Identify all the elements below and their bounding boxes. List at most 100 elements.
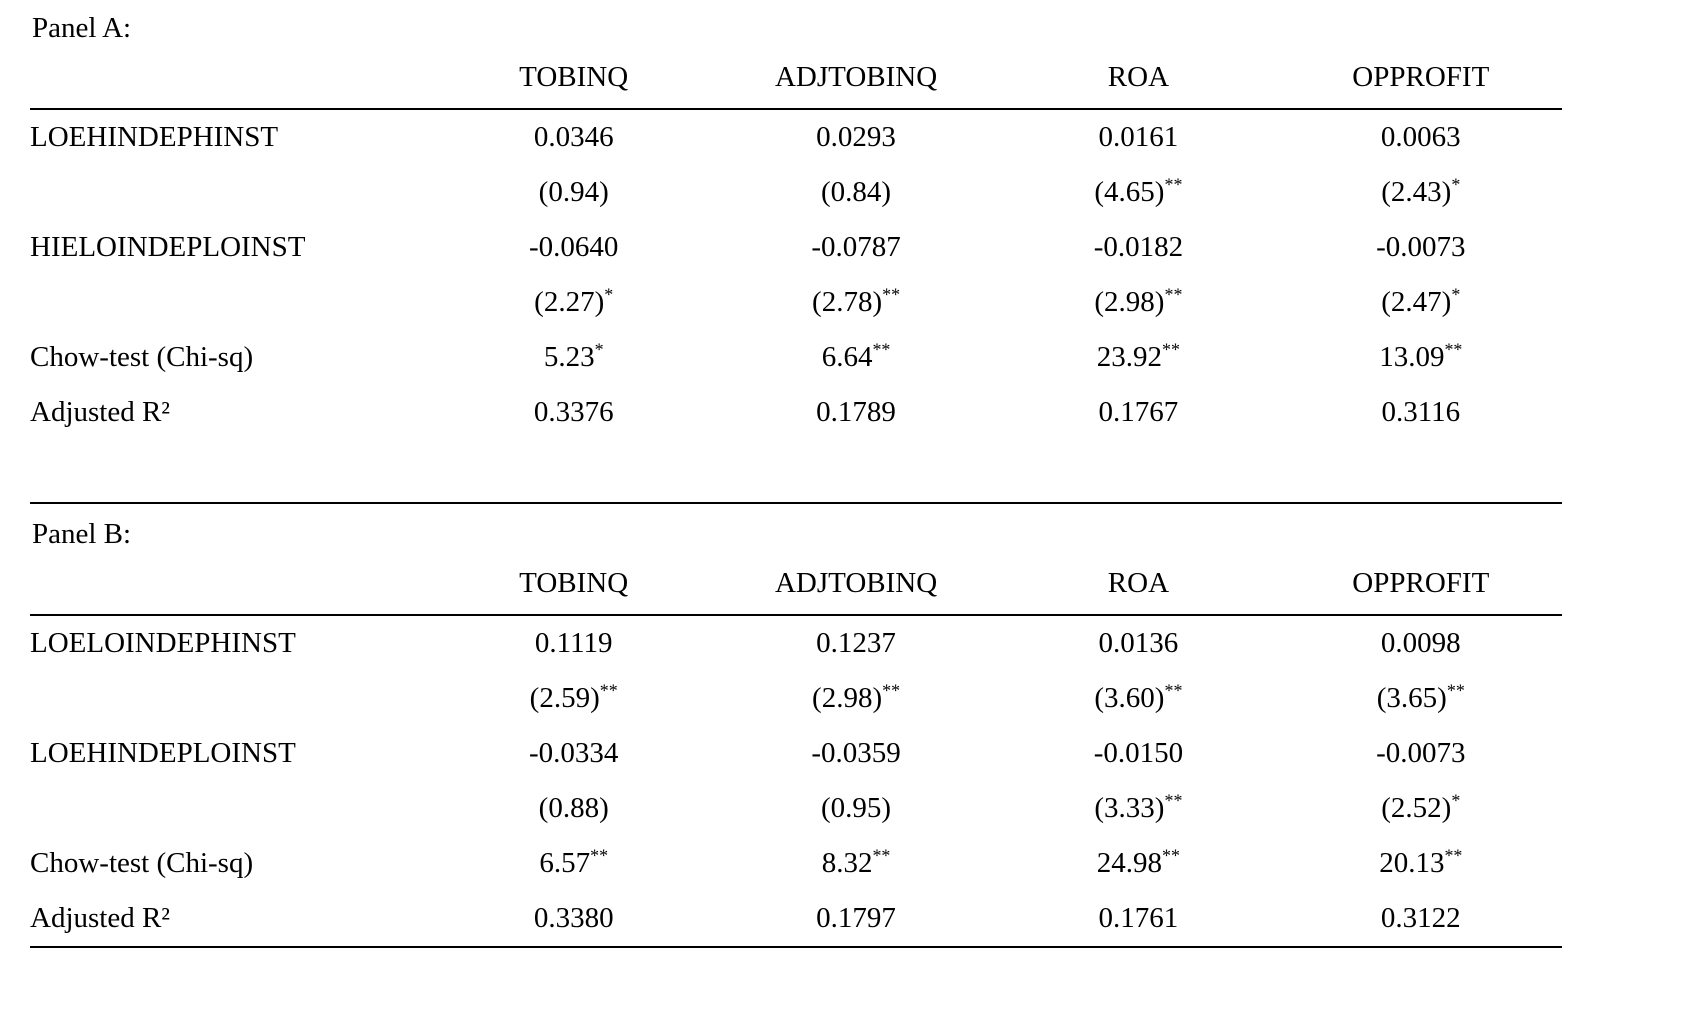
header-spacer-cell xyxy=(30,55,433,110)
significance-stars: ** xyxy=(882,680,901,701)
cell-value: 0.0161 xyxy=(1098,121,1179,153)
table-row-tstat: (2.27)* (2.78)** (2.98)** (2.47)* xyxy=(30,275,1562,330)
value-cell: -0.0359 xyxy=(715,726,997,781)
significance-stars: ** xyxy=(1444,845,1463,866)
value-cell: (2.98)** xyxy=(715,671,997,726)
header-row: TOBINQ ADJTOBINQ ROA OPPROFIT xyxy=(30,561,1562,616)
value-cell: (2.59)** xyxy=(433,671,715,726)
cell-value: (3.60) xyxy=(1094,682,1165,714)
value-cell: -0.0787 xyxy=(715,220,997,275)
value-cell: 0.1119 xyxy=(433,615,715,671)
cell-value: -0.0334 xyxy=(528,737,619,769)
table-row-coefficient: LOEHINDEPHINST 0.0346 0.0293 0.0161 0.00… xyxy=(30,109,1562,165)
value-cell: 0.0098 xyxy=(1280,615,1562,671)
cell-value: -0.0787 xyxy=(811,231,901,263)
row-label xyxy=(30,165,433,220)
panel-a-table: TOBINQ ADJTOBINQ ROA OPPROFIT LOEHINDEPH… xyxy=(30,55,1562,440)
cell-value: (0.95) xyxy=(821,792,892,824)
value-cell: 0.1237 xyxy=(715,615,997,671)
panel-b-title: Panel B: xyxy=(32,518,132,550)
column-header-adjtobinq: ADJTOBINQ xyxy=(714,55,998,110)
column-header-adjtobinq: ADJTOBINQ xyxy=(714,561,998,616)
cell-value: (2.59) xyxy=(529,682,600,714)
cell-value: 0.1789 xyxy=(816,396,896,428)
value-cell: (0.88) xyxy=(433,781,715,836)
column-header-opprofit: OPPROFIT xyxy=(1279,561,1562,616)
column-header-roa: ROA xyxy=(997,55,1280,110)
table-row-tstat: (0.94) (0.84) (4.65)** (2.43)* xyxy=(30,165,1562,220)
row-label: HIELOINDEPLOINST xyxy=(30,231,306,263)
value-cell: 0.1761 xyxy=(997,891,1280,948)
value-cell: (0.95) xyxy=(715,781,997,836)
value-cell: 6.57** xyxy=(433,836,715,891)
value-cell: -0.0334 xyxy=(433,726,715,781)
row-label: LOELOINDEPHINST xyxy=(30,627,296,659)
significance-stars: * xyxy=(1451,284,1461,305)
table-row-coefficient: LOEHINDEPLOINST -0.0334 -0.0359 -0.0150 … xyxy=(30,726,1562,781)
header-row: TOBINQ ADJTOBINQ ROA OPPROFIT xyxy=(30,55,1562,110)
value-cell: 8.32** xyxy=(715,836,997,891)
cell-value: 6.57 xyxy=(539,847,591,879)
table-row-coefficient: HIELOINDEPLOINST -0.0640 -0.0787 -0.0182… xyxy=(30,220,1562,275)
significance-stars: ** xyxy=(1446,680,1465,701)
significance-stars: ** xyxy=(1444,339,1463,360)
significance-stars: ** xyxy=(590,845,609,866)
value-cell: 0.0346 xyxy=(433,109,715,165)
table-row-chow-test: Chow-test (Chi-sq) 6.57** 8.32** 24.98**… xyxy=(30,836,1562,891)
panel-a: Panel A: TOBINQ ADJTOBINQ ROA OPPROFIT L… xyxy=(30,12,1562,440)
cell-value: -0.0073 xyxy=(1376,231,1466,263)
row-label: Chow-test (Chi-sq) xyxy=(30,847,254,879)
cell-value: -0.0182 xyxy=(1093,231,1184,263)
significance-stars: * xyxy=(1451,790,1461,811)
table-row-coefficient: LOELOINDEPHINST 0.1119 0.1237 0.0136 0.0… xyxy=(30,615,1562,671)
table-row-adjusted-r2: Adjusted R² 0.3376 0.1789 0.1767 0.3116 xyxy=(30,385,1562,440)
column-header-roa: ROA xyxy=(997,561,1280,616)
value-cell: (4.65)** xyxy=(997,165,1279,220)
panel-b-table: TOBINQ ADJTOBINQ ROA OPPROFIT LOELOINDEP… xyxy=(30,561,1562,948)
value-cell: 23.92** xyxy=(997,330,1279,385)
cell-value: -0.0640 xyxy=(528,231,619,263)
cell-value: 5.23 xyxy=(543,341,595,373)
value-cell: (3.60)** xyxy=(997,671,1279,726)
significance-stars: ** xyxy=(1164,790,1183,811)
significance-stars: ** xyxy=(1164,284,1183,305)
value-cell: -0.0073 xyxy=(1280,726,1562,781)
value-cell: 0.1789 xyxy=(715,385,997,440)
cell-value: 0.3122 xyxy=(1380,902,1461,934)
table-row-chow-test: Chow-test (Chi-sq) 5.23* 6.64** 23.92** … xyxy=(30,330,1562,385)
significance-stars: ** xyxy=(882,284,901,305)
value-cell: (3.65)** xyxy=(1280,671,1562,726)
cell-value: (4.65) xyxy=(1094,176,1165,208)
significance-stars: ** xyxy=(1164,680,1183,701)
cell-value: 20.13 xyxy=(1379,847,1445,879)
row-label: LOEHINDEPLOINST xyxy=(30,737,296,769)
value-cell: (2.52)* xyxy=(1280,781,1562,836)
cell-value: (2.27) xyxy=(534,286,605,318)
cell-value: 0.1761 xyxy=(1098,902,1179,934)
cell-value: 0.0098 xyxy=(1380,627,1461,659)
cell-value: 0.3376 xyxy=(533,396,614,428)
column-header-tobinq: TOBINQ xyxy=(432,55,715,110)
value-cell: (0.94) xyxy=(433,165,715,220)
value-cell: 0.1797 xyxy=(714,891,998,948)
cell-value: 0.0293 xyxy=(816,121,896,153)
significance-stars: * xyxy=(604,284,614,305)
cell-value: 23.92 xyxy=(1096,341,1163,373)
panel-a-title: Panel A: xyxy=(32,12,132,44)
significance-stars: ** xyxy=(872,845,891,866)
cell-value: (2.78) xyxy=(812,286,883,318)
cell-value: 0.0136 xyxy=(1098,627,1179,659)
cell-value: 0.1797 xyxy=(816,902,896,934)
column-header-opprofit: OPPROFIT xyxy=(1279,55,1562,110)
value-cell: -0.0182 xyxy=(997,220,1279,275)
value-cell: (2.78)** xyxy=(715,275,997,330)
cell-value: (2.52) xyxy=(1381,792,1452,824)
value-cell: (2.43)* xyxy=(1280,165,1562,220)
significance-stars: ** xyxy=(1164,174,1183,195)
value-cell: -0.0150 xyxy=(997,726,1279,781)
cell-value: 0.1767 xyxy=(1098,396,1179,428)
row-label: Adjusted R² xyxy=(30,396,171,428)
value-cell: 0.3122 xyxy=(1279,891,1562,948)
panel-b: Panel B: TOBINQ ADJTOBINQ ROA OPPROFIT L… xyxy=(30,502,1562,948)
value-cell: 6.64** xyxy=(715,330,997,385)
